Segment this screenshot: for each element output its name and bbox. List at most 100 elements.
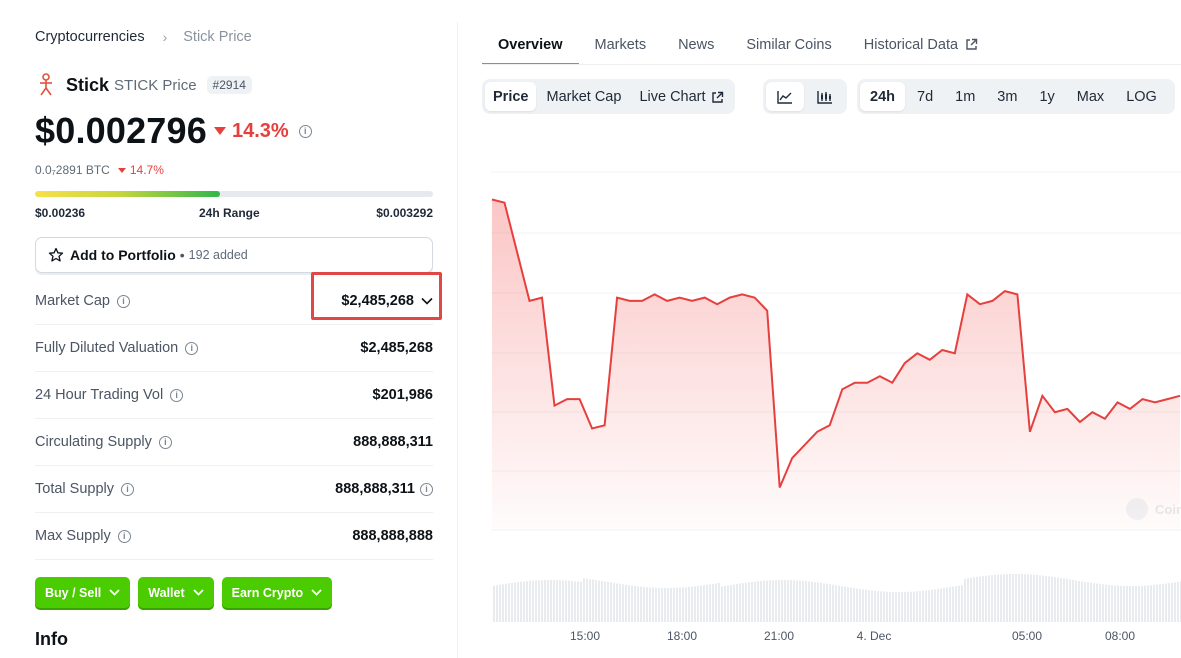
- volume-bar: [1114, 585, 1116, 622]
- tab-overview[interactable]: Overview: [482, 28, 579, 65]
- volume-bar: [1162, 583, 1164, 622]
- volume-bar: [1081, 581, 1083, 622]
- volume-bar: [736, 584, 738, 622]
- line-chart-button[interactable]: [766, 82, 804, 111]
- range-7d-button[interactable]: 7d: [917, 88, 934, 105]
- metric-market-cap-button[interactable]: Market Cap: [546, 88, 622, 105]
- info-icon[interactable]: i: [158, 435, 172, 449]
- tab-historical-data[interactable]: Historical Data: [848, 28, 994, 65]
- volume-bar: [1108, 584, 1110, 622]
- volume-bar: [721, 586, 723, 622]
- volume-bar: [967, 578, 969, 622]
- volume-bar: [976, 576, 978, 622]
- volume-bar: [766, 580, 768, 622]
- coin-name: Stick: [66, 74, 110, 95]
- volume-bar: [985, 575, 987, 622]
- volume-bar: [928, 590, 930, 622]
- volume-bar: [568, 580, 570, 622]
- volume-bar: [541, 580, 543, 622]
- volume-bar: [580, 581, 582, 622]
- volume-bar: [889, 591, 891, 622]
- tab-markets[interactable]: Markets: [594, 37, 647, 53]
- info-icon[interactable]: i: [116, 294, 130, 308]
- volume-bar: [1177, 581, 1179, 622]
- market-cap-dropdown[interactable]: $2,485,268: [341, 293, 433, 309]
- metric-live-chart-button[interactable]: Live Chart: [631, 82, 731, 111]
- volume-bar: [547, 580, 549, 622]
- breadcrumb-cryptocurrencies-link[interactable]: Cryptocurrencies: [35, 29, 145, 45]
- volume-bar: [952, 586, 954, 622]
- price-chart[interactable]: Coin: [491, 130, 1181, 658]
- volume-bar: [823, 583, 825, 622]
- volume-bar: [742, 583, 744, 622]
- volume-bar: [820, 582, 822, 622]
- volume-bar: [505, 583, 507, 622]
- volume-bar: [982, 576, 984, 622]
- volume-bar: [865, 589, 867, 622]
- range-1y-button[interactable]: 1y: [1039, 88, 1055, 105]
- tab-similar-coins[interactable]: Similar Coins: [746, 37, 832, 53]
- info-icon[interactable]: i: [298, 124, 312, 138]
- range-1m-button[interactable]: 1m: [955, 88, 976, 105]
- buy-sell-button[interactable]: Buy / Sell: [35, 577, 131, 608]
- tabs-underline: [482, 64, 1181, 65]
- volume-bar: [1000, 574, 1002, 622]
- volume-bar: [544, 580, 546, 622]
- volume-bar: [907, 591, 909, 622]
- stat-value: 888,888,311: [353, 434, 433, 450]
- volume-bar: [1138, 585, 1140, 622]
- volume-bar: [883, 591, 885, 622]
- stat-row-max-supply: Max Supply i 888,888,888: [35, 513, 433, 560]
- volume-bar: [619, 583, 621, 622]
- tab-news[interactable]: News: [678, 37, 715, 53]
- info-icon[interactable]: i: [420, 482, 433, 496]
- range-max-button[interactable]: Max: [1076, 88, 1105, 105]
- volume-bar: [646, 587, 648, 622]
- breadcrumb: Cryptocurrencies › Stick Price: [35, 29, 252, 45]
- volume-bar: [802, 580, 804, 622]
- metric-price-button[interactable]: Price: [485, 82, 537, 111]
- volume-bar: [739, 583, 741, 622]
- info-icon[interactable]: i: [185, 341, 199, 355]
- stat-label: Total Supply: [35, 481, 114, 497]
- stat-label: 24 Hour Trading Vol: [35, 387, 164, 403]
- range-24h-button[interactable]: 24h: [860, 82, 905, 111]
- external-link-icon: [711, 91, 723, 103]
- earn-crypto-button[interactable]: Earn Crypto: [221, 577, 333, 608]
- volume-bar: [514, 582, 516, 622]
- volume-bar: [652, 587, 654, 622]
- info-icon[interactable]: i: [117, 529, 131, 543]
- info-icon[interactable]: i: [121, 482, 134, 496]
- volume-bar: [1072, 579, 1074, 622]
- caret-down-icon: [117, 167, 126, 173]
- candlestick-chart-button[interactable]: [806, 82, 844, 111]
- volume-bar: [1150, 585, 1152, 622]
- volume-bar: [1045, 575, 1047, 622]
- info-icon[interactable]: i: [170, 388, 184, 402]
- add-to-portfolio-button[interactable]: Add to Portfolio • 192 added: [35, 237, 433, 273]
- volume-bar: [664, 587, 666, 622]
- volume-bar: [1030, 574, 1032, 622]
- volume-bar: [1003, 574, 1005, 622]
- volume-bar: [1009, 574, 1011, 622]
- volume-bar: [955, 586, 957, 622]
- volume-bar: [760, 580, 762, 622]
- stat-row-market-cap: Market Cap i $2,485,268: [35, 278, 433, 325]
- stat-value: 888,888,311: [335, 481, 415, 497]
- chart-metric-toggle: Price Market Cap Live Chart: [482, 79, 735, 114]
- coin-stats-table: Market Cap i $2,485,268 Fully Diluted Val…: [35, 278, 433, 560]
- volume-bar: [697, 585, 699, 622]
- volume-bar: [586, 578, 588, 622]
- volume-bar: [1084, 581, 1086, 622]
- volume-bar: [757, 581, 759, 622]
- wallet-button[interactable]: Wallet: [138, 577, 214, 608]
- stat-row-circulating-supply: Circulating Supply i 888,888,311: [35, 419, 433, 466]
- log-scale-toggle[interactable]: LOG: [1126, 88, 1157, 105]
- volume-bar: [949, 587, 951, 622]
- volume-bar: [919, 591, 921, 622]
- buy-sell-label: Buy / Sell: [45, 585, 102, 600]
- volume-bar: [658, 587, 660, 622]
- volume-bar: [604, 581, 606, 622]
- range-3m-button[interactable]: 3m: [997, 88, 1018, 105]
- volume-bar: [814, 582, 816, 622]
